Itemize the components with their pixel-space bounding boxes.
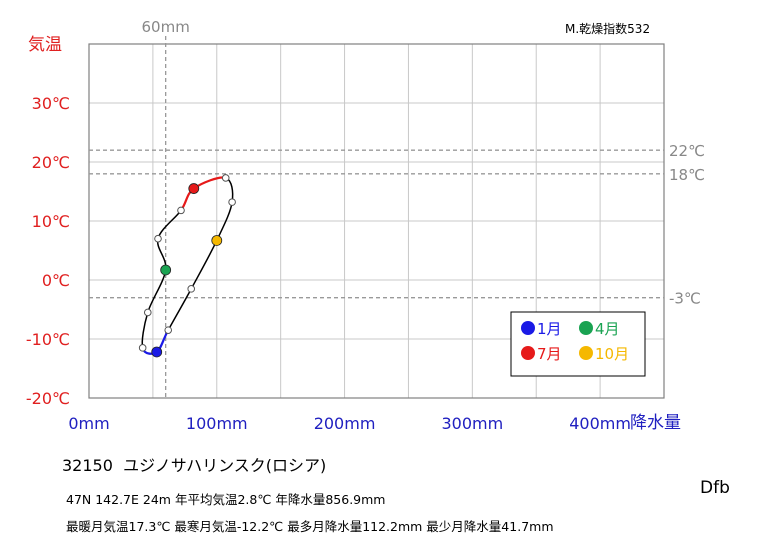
x-tick-label: 100mm xyxy=(186,414,248,433)
station-summary: 47N 142.7E 24m 年平均気温2.8℃ 年降水量856.9mm xyxy=(66,492,386,507)
legend-marker xyxy=(521,321,535,335)
legend-box xyxy=(510,311,646,377)
climate-path-segment xyxy=(167,288,192,331)
legend-marker xyxy=(521,346,535,360)
month-point xyxy=(154,234,162,243)
x-tick-label: 300mm xyxy=(441,414,503,433)
month-point xyxy=(221,174,230,182)
month-point-highlight xyxy=(151,346,163,358)
month-point xyxy=(138,344,147,352)
month-point xyxy=(177,206,185,215)
y-tick-label: 10℃ xyxy=(32,212,70,231)
legend-label: 7月 xyxy=(537,345,562,363)
climate-path xyxy=(138,174,236,358)
month-point xyxy=(187,285,196,293)
climate-extremes: 最暖月気温17.3℃ 最寒月気温-12.2℃ 最多月降水量112.2mm 最少月… xyxy=(66,519,554,534)
ref-line-label: 18℃ xyxy=(669,166,705,184)
y-tick-label: 30℃ xyxy=(32,94,70,113)
climate-path-segment xyxy=(157,209,182,239)
y-tick-label: -10℃ xyxy=(26,330,70,349)
month-point-highlight xyxy=(211,235,223,246)
month-point xyxy=(228,198,236,206)
axis-ticks: 30℃ 20℃ 10℃ 0℃ -10℃ -20℃ 0mm 100mm 200mm 300mm 400… xyxy=(26,94,631,433)
climate-path-segment xyxy=(141,312,149,349)
month-point-highlight xyxy=(188,183,200,194)
ref-line-label: 22℃ xyxy=(669,142,705,160)
climate-path-segment xyxy=(147,269,167,313)
ref-line-label: -3℃ xyxy=(669,290,701,308)
y-axis-title: 気温 xyxy=(28,35,62,55)
y-tick-label: -20℃ xyxy=(26,389,70,408)
x-tick-label: 400mm xyxy=(569,414,631,433)
legend: 1月 4月 7月 10月 xyxy=(510,311,646,377)
climograph-chart: 22℃ 18℃ -3℃ 60mm 30℃ 20℃ 10℃ 0℃ -10℃ -20℃ 0mm 100m… xyxy=(26,18,705,433)
legend-label: 1月 xyxy=(537,320,562,338)
legend-label: 4月 xyxy=(595,320,620,338)
station-name: ユジノサハリンスク(ロシア) xyxy=(123,456,327,475)
month-point xyxy=(164,326,173,334)
month-point xyxy=(143,308,152,317)
month-point-highlight xyxy=(160,264,172,276)
station-title: 32150 ユジノサハリンスク(ロシア) xyxy=(62,452,326,476)
legend-label: 10月 xyxy=(595,345,629,363)
dryness-index-label: M.乾燥指数532 xyxy=(565,21,650,36)
ref-line-label: 60mm xyxy=(142,18,190,36)
legend-marker xyxy=(579,346,593,360)
koppen-class: Dfb xyxy=(700,478,730,498)
legend-marker xyxy=(579,321,593,335)
climate-path-segment xyxy=(190,240,218,290)
x-tick-label: 200mm xyxy=(314,414,376,433)
station-code: 32150 xyxy=(62,456,113,475)
y-tick-label: 20℃ xyxy=(32,153,70,172)
x-tick-label: 0mm xyxy=(68,414,109,433)
plot-frame xyxy=(88,43,665,399)
x-axis-title: 降水量 xyxy=(630,413,681,433)
y-tick-label: 0℃ xyxy=(42,271,70,290)
